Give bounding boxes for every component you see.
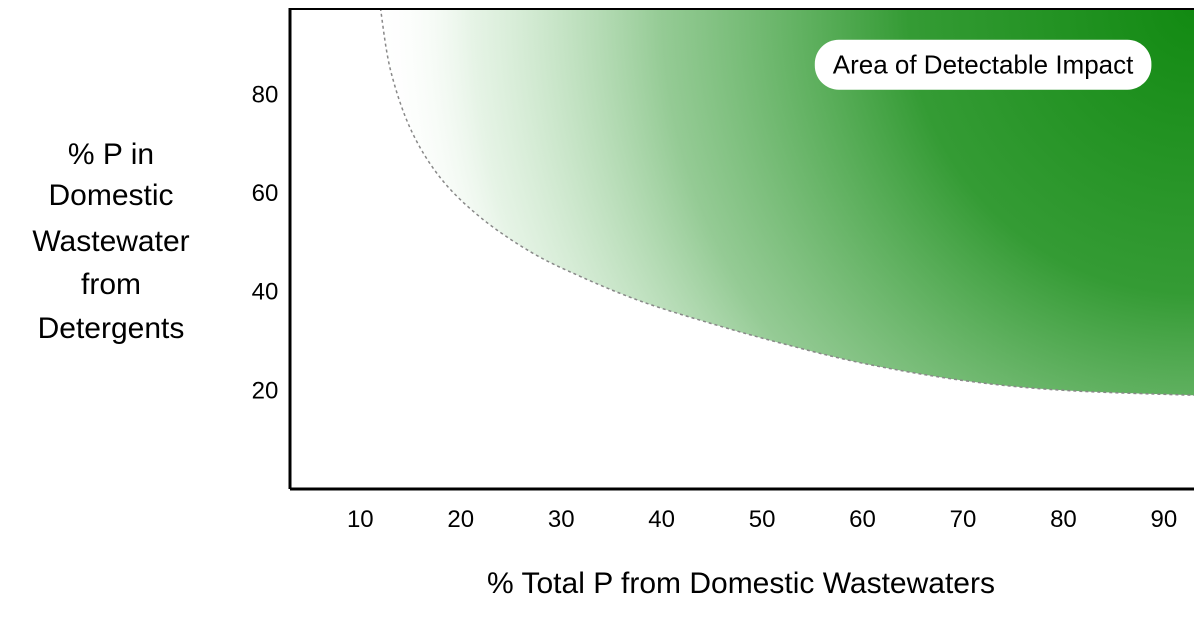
x-tick-label: 60 xyxy=(849,506,876,533)
y-tick-label: 80 xyxy=(252,81,279,108)
x-tick-label: 50 xyxy=(749,506,776,533)
x-tick-label: 90 xyxy=(1151,506,1178,533)
y-axis-title-line: % P in xyxy=(68,138,154,171)
x-tick-label: 20 xyxy=(447,506,474,533)
x-tick-labels: 10 20 30 40 50 60 70 80 90 xyxy=(347,506,1177,533)
y-tick-label: 60 xyxy=(252,180,279,207)
annotation-box xyxy=(814,39,1152,90)
y-axis-title: % P in Domestic Wastewater from Detergen… xyxy=(32,138,189,345)
x-tick-label: 30 xyxy=(548,506,575,533)
y-axis-title-line: Domestic xyxy=(48,179,173,212)
x-tick-label: 80 xyxy=(1050,506,1077,533)
x-tick-label: 40 xyxy=(648,506,675,533)
y-axis-title-line: Wastewater xyxy=(32,225,189,258)
x-tick-label: 10 xyxy=(347,506,374,533)
x-tick-label: 70 xyxy=(950,506,977,533)
y-tick-labels: 20 40 60 80 xyxy=(252,81,279,404)
y-tick-label: 40 xyxy=(252,279,279,306)
impact-area xyxy=(380,8,1194,396)
x-axis-title: % Total P from Domestic Wastewaters xyxy=(487,567,995,600)
y-tick-label: 20 xyxy=(252,377,279,404)
plot-area xyxy=(379,8,1194,397)
annotation-label: Area of Detectable Impact xyxy=(833,50,1134,80)
y-axis-title-line: Detergents xyxy=(38,312,185,345)
y-axis-title-line: from xyxy=(81,268,141,301)
annotation: Area of Detectable Impact xyxy=(814,39,1152,90)
impact-boundary-line xyxy=(379,8,1194,397)
